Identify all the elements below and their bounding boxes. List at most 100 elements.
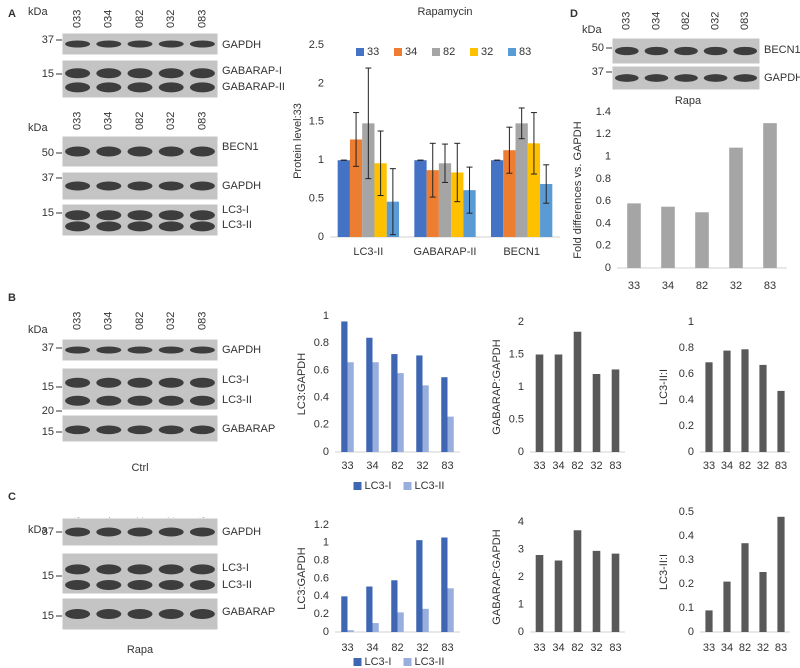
blot-caption: Ctrl	[131, 462, 148, 474]
kda-marker: 50	[42, 147, 54, 159]
blot-band	[65, 82, 91, 93]
blot-band	[127, 40, 153, 48]
bar	[362, 123, 375, 237]
y-tick-label: 0.4	[679, 530, 694, 542]
bar	[341, 596, 348, 632]
blot-band	[96, 68, 122, 79]
blot-band	[158, 40, 184, 48]
bar	[438, 163, 452, 237]
blot-caption: Rapa	[127, 644, 154, 656]
lane-label: 032	[165, 10, 177, 28]
blot-band	[158, 527, 184, 537]
kda-marker: 15	[42, 610, 54, 622]
bar	[705, 610, 713, 632]
blot-band	[65, 210, 91, 221]
blot-band	[65, 425, 91, 435]
bar	[451, 172, 464, 237]
blot-band	[65, 40, 91, 48]
blot-band	[96, 146, 122, 157]
blot-band	[189, 527, 215, 537]
bar	[337, 160, 350, 237]
kda-marker: 50	[592, 42, 604, 54]
kda-marker: 15	[42, 68, 54, 80]
lane-label: 082	[134, 10, 146, 28]
bar	[422, 608, 429, 632]
kda-marker: 20	[42, 405, 54, 417]
x-tick-label: 32	[416, 642, 428, 654]
blot-band	[158, 68, 184, 79]
blot-band	[127, 395, 153, 406]
blot-band	[127, 146, 153, 157]
y-tick-label: 0.2	[679, 420, 694, 432]
y-tick-label: 0.8	[596, 173, 611, 185]
band-label: GABARAP-II	[222, 81, 285, 93]
x-tick-label: 33	[533, 460, 545, 472]
bar	[416, 540, 423, 632]
bar	[347, 362, 354, 452]
y-tick-label: 0.4	[679, 394, 694, 406]
bar	[397, 373, 404, 452]
lane-label: 082	[134, 312, 146, 330]
blot-band	[189, 425, 215, 435]
y-axis-label: Fold differences vs. GAPDH	[572, 121, 584, 258]
bar	[366, 586, 373, 632]
y-axis-label: Protein level:33	[292, 103, 304, 179]
bar	[627, 203, 641, 268]
y-tick-label: 0.4	[314, 392, 329, 404]
y-tick-label: 0.3	[679, 554, 694, 566]
x-tick-label: 33	[628, 280, 640, 292]
blot-band	[65, 221, 91, 232]
bar	[414, 160, 427, 237]
blot-band	[96, 609, 122, 619]
blot-band	[127, 377, 153, 388]
y-tick-label: 1.2	[596, 128, 611, 140]
blot-band	[65, 395, 91, 406]
y-axis-label: GABARAP:GAPDH	[491, 339, 503, 434]
x-tick-label: 82	[571, 460, 583, 472]
bar	[372, 623, 379, 632]
blot-band	[65, 579, 91, 590]
bar	[416, 355, 423, 452]
y-tick-label: 0.4	[596, 217, 611, 229]
lane-label: 032	[165, 112, 177, 130]
band-label: LC3-II	[222, 579, 252, 591]
y-tick-label: 0	[605, 262, 611, 274]
blot-band	[158, 579, 184, 590]
x-tick-label: 32	[416, 460, 428, 472]
y-axis-label: LC3:GAPDH	[296, 353, 308, 415]
blot-band	[158, 221, 184, 232]
lane-label: 034	[103, 10, 115, 28]
blot-band	[189, 146, 215, 157]
blot-band	[127, 346, 153, 354]
x-tick-label: 82	[739, 642, 751, 654]
lane-label: 082	[680, 12, 692, 30]
y-tick-label: 1	[323, 537, 329, 549]
bar	[573, 331, 582, 452]
x-tick-label: 83	[775, 642, 787, 654]
bar	[705, 362, 713, 452]
x-tick-label: 32	[590, 460, 602, 472]
kda-label: kDa	[28, 324, 48, 336]
legend-label: LC3-I	[365, 656, 392, 668]
x-tick-label: 83	[441, 460, 453, 472]
x-tick-label: 33	[703, 460, 715, 472]
blot-band	[189, 40, 215, 48]
blot-band	[189, 82, 215, 93]
lane-label: 034	[103, 112, 115, 130]
blot-band	[189, 395, 215, 406]
bar	[573, 530, 582, 632]
bar	[391, 580, 398, 632]
legend-label: LC3-II	[415, 656, 445, 668]
blot-band	[127, 221, 153, 232]
legend-swatch	[403, 658, 412, 666]
x-tick-label: LC3-II	[353, 246, 383, 258]
blot-band	[189, 346, 215, 354]
blot-band	[65, 181, 91, 191]
legend-label: 34	[405, 46, 417, 58]
legend-swatch	[470, 48, 478, 56]
blot-band	[127, 564, 153, 575]
x-tick-label: 83	[441, 642, 453, 654]
panel-letter: B	[8, 292, 16, 304]
x-tick-label: 33	[533, 642, 545, 654]
y-tick-label: 0.6	[314, 572, 329, 584]
